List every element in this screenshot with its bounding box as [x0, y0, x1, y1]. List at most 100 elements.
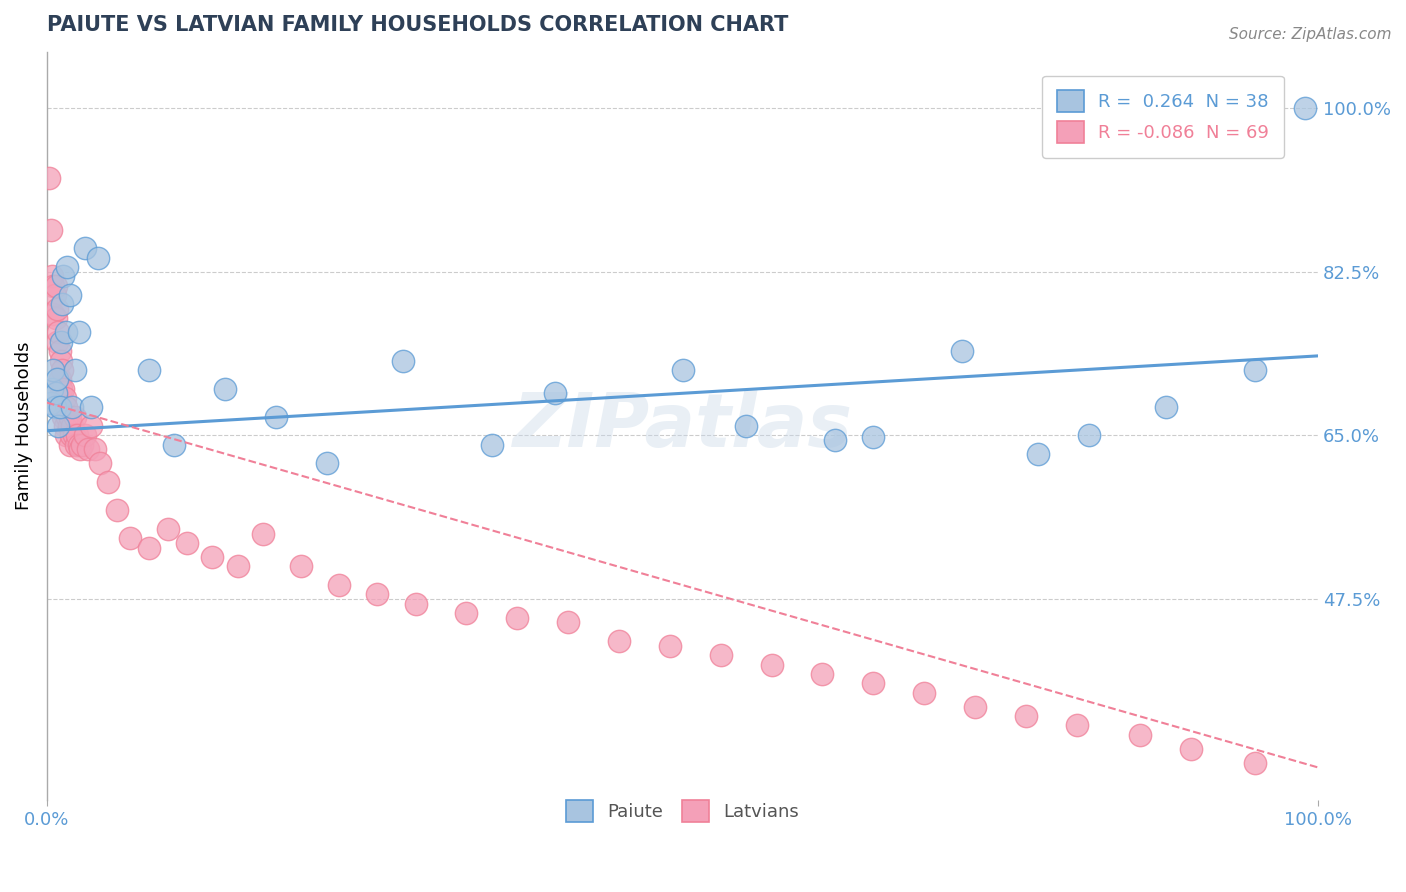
- Point: [950, 344, 973, 359]
- Point: [1078, 428, 1101, 442]
- Point: [912, 685, 935, 699]
- Point: [163, 438, 186, 452]
- Point: [1129, 728, 1152, 742]
- Text: Source: ZipAtlas.com: Source: ZipAtlas.com: [1229, 27, 1392, 42]
- Point: [55, 428, 77, 442]
- Point: [52, 269, 75, 284]
- Point: [607, 634, 630, 648]
- Point: [65, 438, 87, 452]
- Point: [138, 541, 160, 555]
- Point: [1243, 363, 1265, 377]
- Point: [671, 363, 693, 377]
- Point: [1015, 709, 1038, 723]
- Text: ZIPatlas: ZIPatlas: [513, 390, 852, 463]
- Point: [80, 419, 103, 434]
- Point: [49, 334, 72, 349]
- Point: [46, 302, 69, 317]
- Point: [72, 438, 94, 452]
- Point: [51, 297, 73, 311]
- Point: [63, 363, 86, 377]
- Point: [138, 363, 160, 377]
- Point: [45, 311, 67, 326]
- Point: [41, 382, 63, 396]
- Point: [55, 326, 77, 340]
- Point: [1028, 447, 1050, 461]
- Text: PAIUTE VS LATVIAN FAMILY HOUSEHOLDS CORRELATION CHART: PAIUTE VS LATVIAN FAMILY HOUSEHOLDS CORR…: [46, 15, 789, 35]
- Point: [42, 278, 65, 293]
- Point: [761, 657, 783, 672]
- Point: [60, 428, 83, 442]
- Point: [73, 428, 96, 442]
- Point: [60, 419, 83, 434]
- Point: [48, 401, 70, 415]
- Point: [84, 442, 107, 457]
- Point: [46, 372, 69, 386]
- Point: [658, 639, 681, 653]
- Point: [44, 288, 66, 302]
- Point: [1180, 741, 1202, 756]
- Point: [710, 648, 733, 663]
- Point: [1066, 718, 1088, 732]
- Point: [405, 597, 427, 611]
- Point: [59, 288, 82, 302]
- Point: [118, 531, 141, 545]
- Point: [201, 549, 224, 564]
- Legend: Paiute, Latvians: Paiute, Latvians: [551, 785, 813, 836]
- Point: [38, 171, 60, 186]
- Point: [52, 382, 75, 396]
- Point: [862, 430, 884, 444]
- Point: [105, 503, 128, 517]
- Point: [48, 372, 70, 386]
- Point: [87, 251, 110, 265]
- Point: [69, 442, 91, 457]
- Point: [49, 353, 72, 368]
- Point: [456, 606, 478, 620]
- Point: [156, 522, 179, 536]
- Y-axis label: Family Households: Family Households: [15, 342, 32, 510]
- Point: [56, 409, 79, 424]
- Point: [56, 260, 79, 274]
- Point: [67, 438, 90, 452]
- Point: [735, 419, 758, 434]
- Point: [39, 222, 62, 236]
- Point: [97, 475, 120, 490]
- Point: [52, 409, 75, 424]
- Point: [392, 353, 415, 368]
- Point: [60, 401, 83, 415]
- Point: [53, 419, 76, 434]
- Point: [481, 438, 503, 452]
- Point: [226, 559, 249, 574]
- Point: [544, 386, 567, 401]
- Point: [51, 363, 73, 377]
- Point: [366, 587, 388, 601]
- Point: [1294, 101, 1316, 115]
- Point: [44, 401, 66, 415]
- Point: [76, 442, 98, 457]
- Point: [73, 241, 96, 255]
- Point: [80, 401, 103, 415]
- Point: [59, 409, 82, 424]
- Point: [1243, 756, 1265, 770]
- Point: [42, 307, 65, 321]
- Point: [67, 326, 90, 340]
- Point: [63, 409, 86, 424]
- Point: [39, 395, 62, 409]
- Point: [41, 269, 63, 284]
- Point: [46, 334, 69, 349]
- Point: [53, 391, 76, 405]
- Point: [557, 615, 579, 630]
- Point: [252, 526, 274, 541]
- Point: [48, 344, 70, 359]
- Point: [506, 611, 529, 625]
- Point: [66, 428, 89, 442]
- Point: [290, 559, 312, 574]
- Point: [45, 278, 67, 293]
- Point: [42, 363, 65, 377]
- Point: [963, 699, 986, 714]
- Point: [315, 457, 337, 471]
- Point: [62, 428, 84, 442]
- Point: [176, 536, 198, 550]
- Point: [1154, 401, 1177, 415]
- Point: [45, 386, 67, 401]
- Point: [264, 409, 287, 424]
